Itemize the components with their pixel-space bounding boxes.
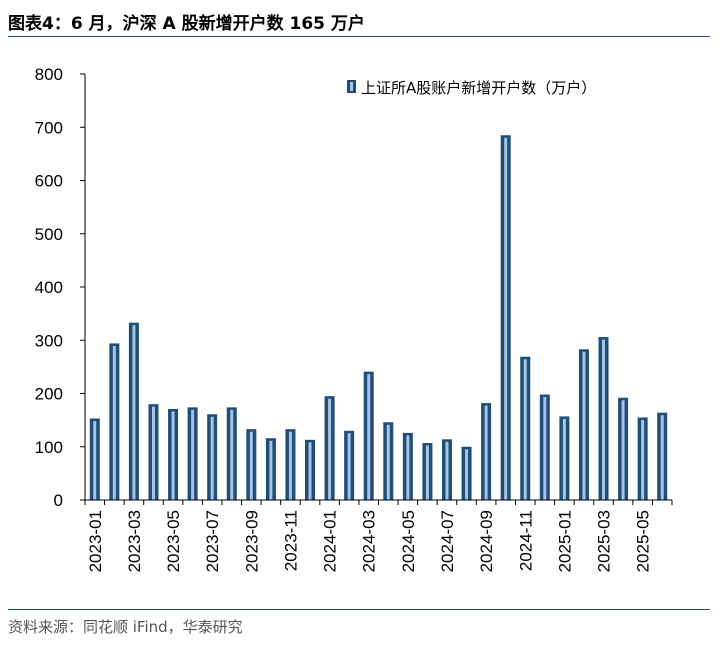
bar-hatch [445, 441, 449, 500]
bar-hatch [465, 449, 469, 500]
bar-hatch [660, 415, 664, 500]
bar-hatch [308, 442, 312, 500]
bar [559, 416, 570, 500]
bar [128, 322, 139, 500]
x-tick-label: 2023-03 [125, 510, 144, 572]
bar [500, 135, 511, 501]
bar-hatch [93, 421, 97, 500]
y-tick-label: 0 [54, 491, 63, 510]
bar [246, 429, 257, 500]
bar [402, 432, 413, 500]
x-tick-label: 2025-01 [555, 510, 574, 572]
bar-hatch [347, 433, 351, 500]
bar [578, 349, 589, 500]
bar [637, 417, 648, 500]
bar-chart: 0 100 200 300 400 500 600 700 800 2023-01 2023-03… [35, 65, 673, 572]
bar [618, 397, 629, 500]
y-tick-label: 200 [35, 385, 63, 404]
bar [89, 418, 100, 500]
bar-hatch [543, 397, 547, 500]
bar-hatch [269, 440, 273, 500]
y-tick-label: 600 [35, 172, 63, 191]
y-tick-label: 100 [35, 438, 63, 457]
bar [363, 371, 374, 500]
bar [148, 404, 159, 500]
y-tick-label: 700 [35, 118, 63, 137]
bottom-rule [8, 609, 710, 610]
x-tick-label: 2023-11 [281, 510, 300, 571]
bar-hatch [406, 435, 410, 500]
x-tick-label: 2025-05 [634, 510, 653, 572]
bar [481, 403, 492, 500]
y-axis: 0 100 200 300 400 500 600 700 800 [35, 65, 86, 510]
bar-hatch [582, 351, 586, 500]
bar-hatch [210, 416, 214, 500]
y-tick-label: 800 [35, 65, 63, 84]
bars [89, 135, 668, 501]
bar [520, 356, 531, 500]
x-tick-label: 2023-09 [242, 510, 261, 572]
x-tick-label: 2023-01 [86, 510, 105, 572]
bar [109, 343, 120, 500]
bar-hatch [230, 409, 234, 500]
bar [305, 439, 316, 500]
bar-hatch [523, 359, 527, 500]
bar-hatch [288, 431, 292, 500]
bar-hatch [151, 406, 155, 500]
y-tick-label: 300 [35, 331, 63, 350]
bar-hatch [249, 431, 253, 500]
source-note: 资料来源：同花顺 iFind，华泰研究 [8, 618, 243, 636]
bar-hatch [641, 419, 645, 500]
bar [285, 429, 296, 500]
x-tick-label: 2024-01 [321, 510, 340, 572]
x-tick-label: 2024-03 [360, 510, 379, 572]
bar-hatch [484, 405, 488, 500]
bar [265, 438, 276, 500]
legend-swatch-hatch [350, 82, 353, 91]
x-tick-label: 2024-09 [477, 510, 496, 572]
top-rule [8, 36, 710, 37]
bar-hatch [504, 137, 508, 500]
figure-title: 图表4：6 月，沪深 A 股新增开户数 165 万户 [8, 14, 365, 34]
bar-hatch [602, 339, 606, 500]
bar-hatch [367, 374, 371, 500]
bar [226, 407, 237, 500]
bar-hatch [328, 398, 332, 500]
y-tick-label: 400 [35, 278, 63, 297]
bar-hatch [425, 445, 429, 500]
bar [168, 408, 179, 500]
bar [657, 412, 668, 500]
bar-hatch [621, 400, 625, 500]
x-axis: 2023-01 2023-03 2023-05 2023-07 2023-09 2023-… [84, 499, 673, 572]
x-tick-label: 2024-11 [516, 510, 535, 571]
x-tick-label: 2024-07 [438, 510, 457, 572]
legend: 上证所A股账户新增开户数（万户） [347, 79, 596, 97]
bar-hatch [386, 424, 390, 500]
x-tick-label: 2025-03 [595, 510, 614, 572]
x-tick-label: 2023-05 [164, 510, 183, 572]
bar [187, 407, 198, 500]
legend-label: 上证所A股账户新增开户数（万户） [361, 79, 596, 97]
bar [598, 337, 609, 500]
bar [324, 396, 335, 500]
y-tick-label: 500 [35, 225, 63, 244]
bar [539, 394, 550, 500]
bar [461, 446, 472, 500]
bar [441, 439, 452, 500]
bar [207, 414, 218, 500]
x-tick-label: 2023-07 [203, 510, 222, 572]
bar [383, 422, 394, 500]
bar-hatch [112, 345, 116, 500]
bar-hatch [191, 409, 195, 500]
x-tick-label: 2024-05 [399, 510, 418, 572]
bar-hatch [562, 418, 566, 500]
bar-hatch [171, 411, 175, 500]
bar-hatch [132, 325, 136, 500]
bar [422, 443, 433, 500]
bar [344, 430, 355, 500]
